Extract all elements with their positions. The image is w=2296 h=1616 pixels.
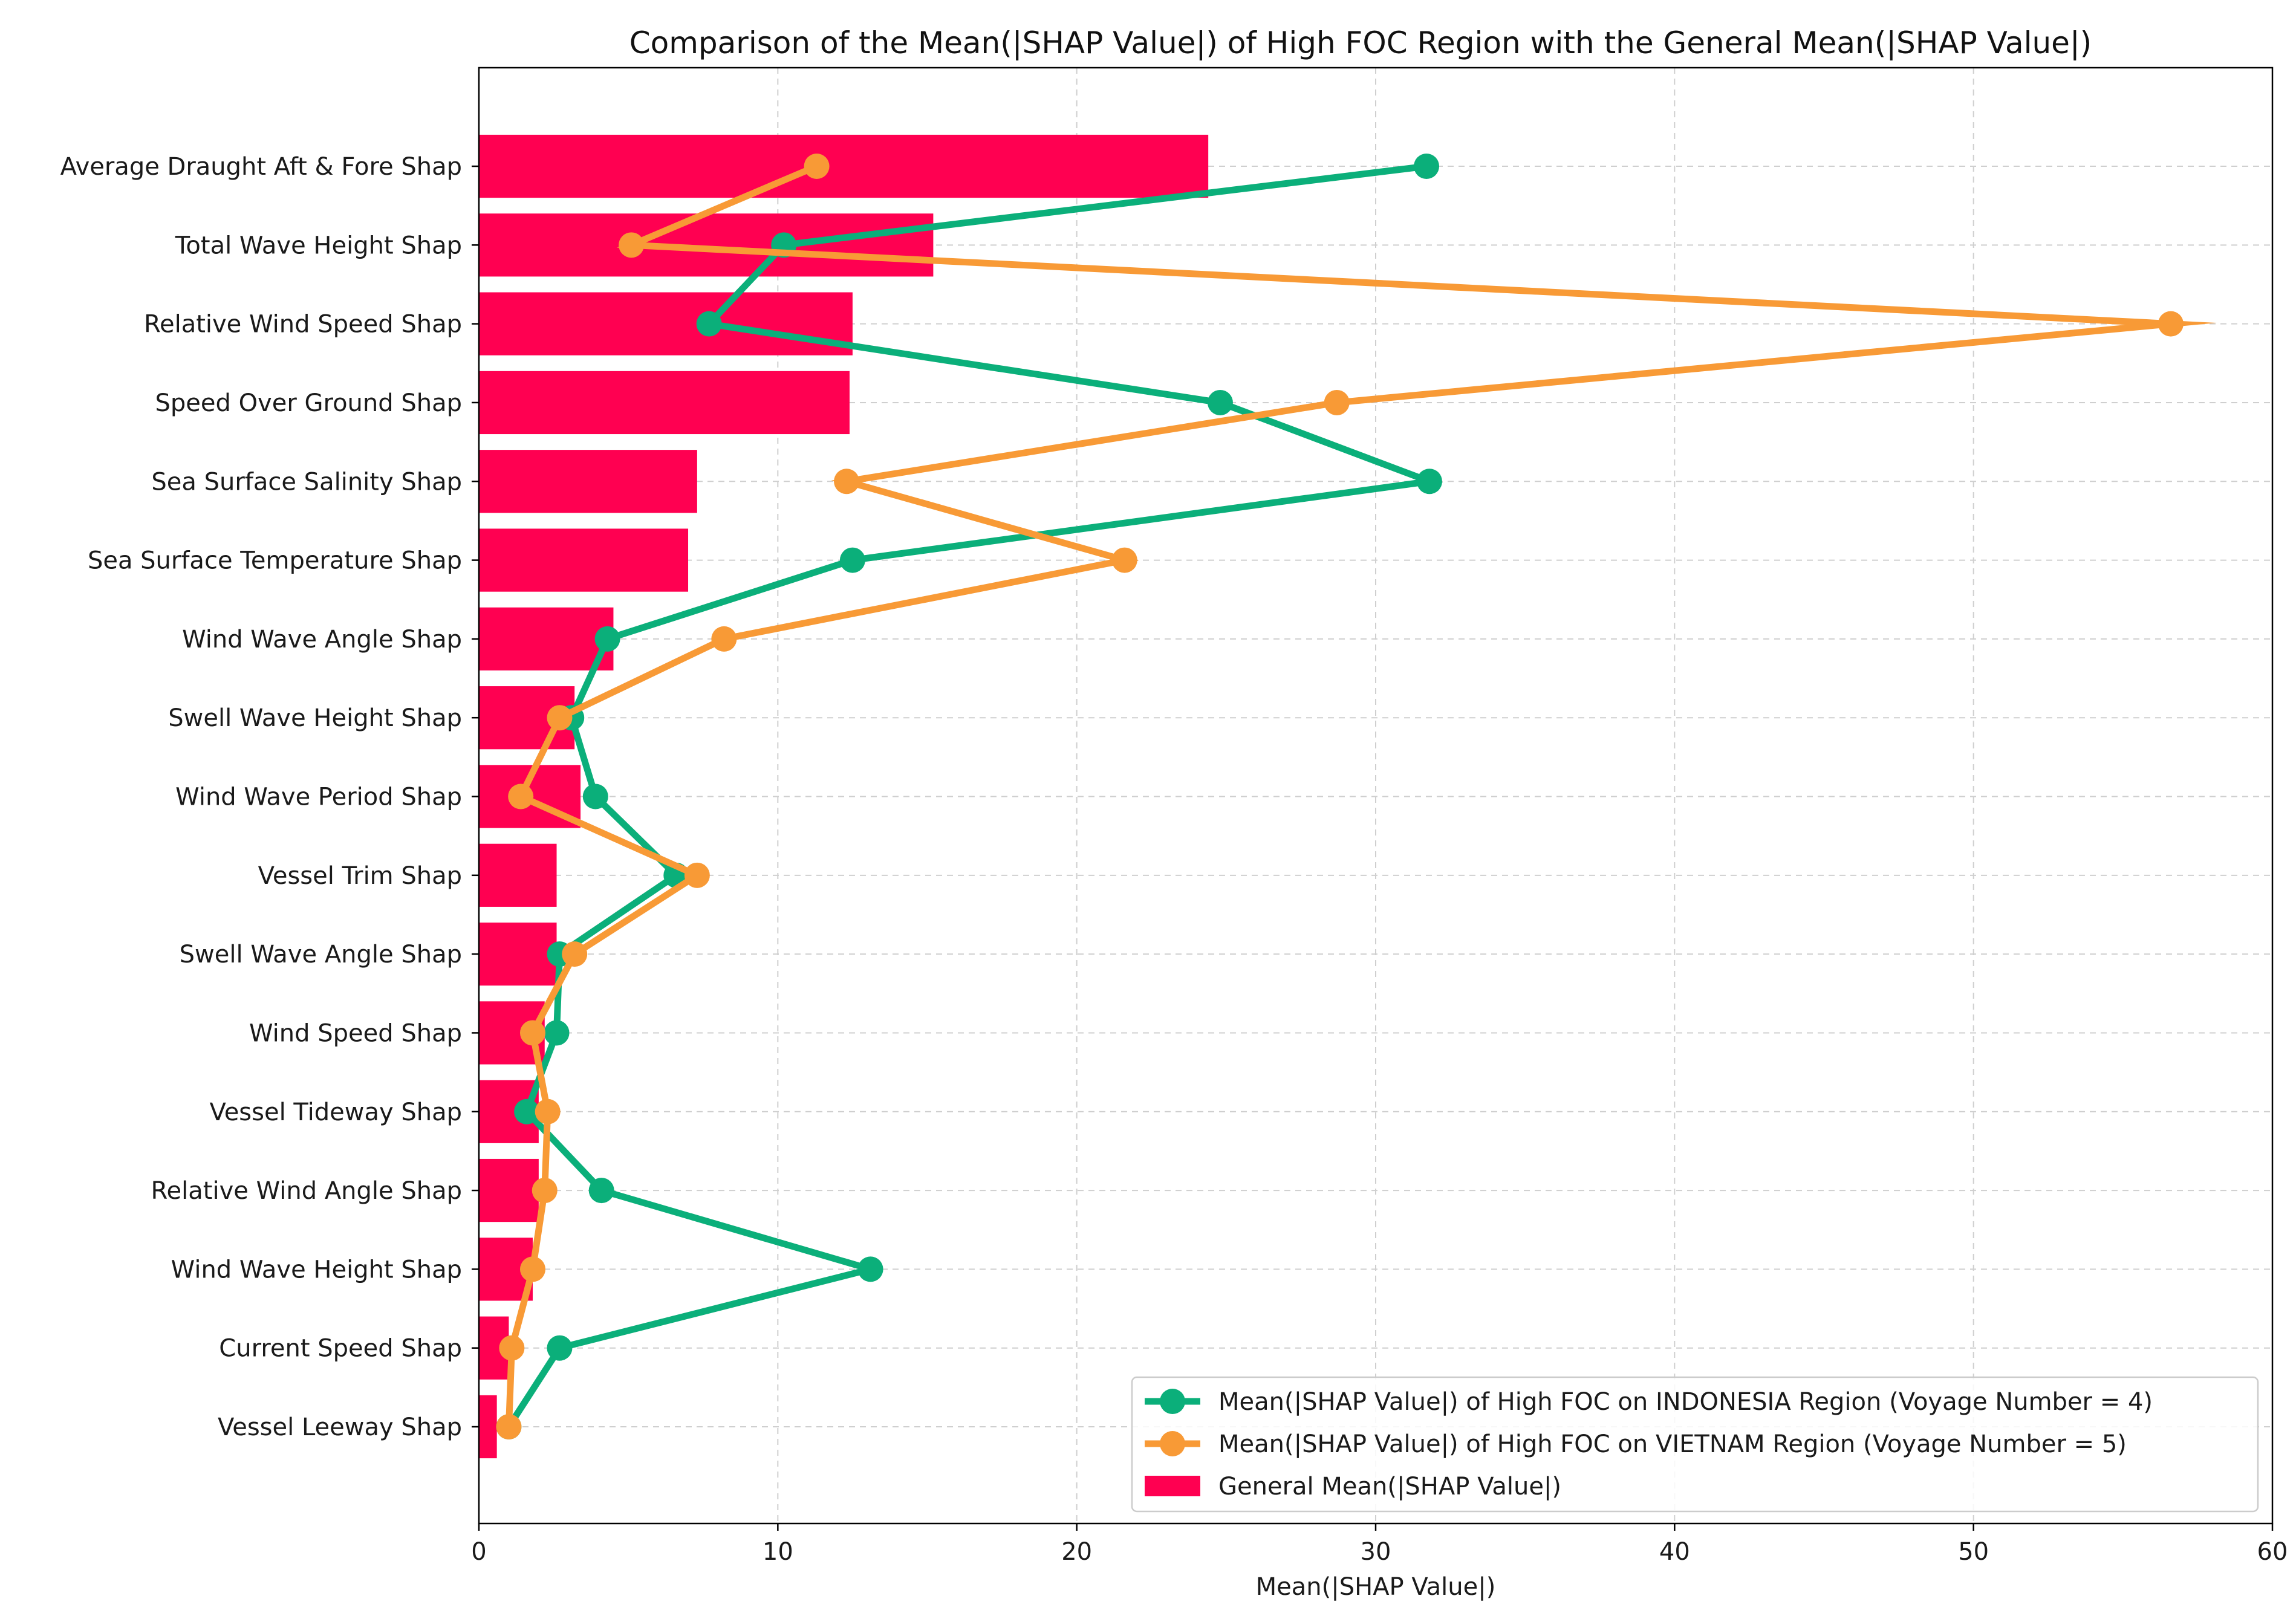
y-tick-label-16: Vessel Leeway Shap (218, 1413, 462, 1441)
series-0-point-5 (839, 547, 865, 573)
bar-9 (479, 843, 557, 907)
legend-box (1131, 1376, 2259, 1513)
y-tick-label-15: Current Speed Shap (219, 1335, 462, 1363)
y-tick-label-9: Vessel Trim Shap (258, 862, 462, 890)
y-tick-label-3: Speed Over Ground Shap (155, 389, 462, 417)
series-0-point-6 (594, 626, 620, 652)
bar-2 (479, 292, 853, 355)
legend-label-bar: General Mean(|SHAP Value|) (1218, 1473, 1561, 1501)
bar-0 (479, 134, 1209, 198)
legend-items: Mean(|SHAP Value|) of High FOC on INDONE… (1145, 1388, 2153, 1501)
y-tick-label-1: Total Wave Height Shap (175, 232, 462, 259)
y-tick-label-11: Wind Speed Shap (249, 1019, 462, 1047)
series-1-point-4 (834, 469, 860, 495)
series-0-point-8 (582, 784, 608, 810)
bar-6 (479, 607, 614, 670)
series-1-point-10 (562, 941, 588, 967)
x-tick-label-0: 0 (471, 1538, 486, 1566)
y-tick-label-8: Wind Wave Period Shap (175, 784, 462, 811)
y-axis-ticks: Average Draught Aft & Fore Shap Total Wav… (60, 153, 479, 1441)
series-0-point-14 (857, 1256, 883, 1282)
line-series-layer (496, 154, 2217, 1439)
bar-16 (479, 1395, 497, 1459)
y-tick-label-7: Swell Wave Height Shap (168, 704, 462, 732)
x-tick-label-1: 10 (763, 1538, 793, 1566)
series-0-point-11 (544, 1020, 570, 1046)
y-tick-label-14: Wind Wave Height Shap (171, 1256, 462, 1283)
bar-4 (479, 450, 697, 513)
y-tick-label-10: Swell Wave Angle Shap (180, 941, 462, 969)
series-0-point-12 (514, 1098, 540, 1124)
chart-title: Comparison of the Mean(|SHAP Value|) of … (629, 25, 2092, 60)
bar-5 (479, 528, 689, 592)
series-0-point-0 (1414, 154, 1440, 179)
series-0-point-3 (1207, 389, 1233, 415)
series-1-point-9 (684, 862, 710, 888)
series-0-point-4 (1416, 469, 1442, 495)
y-tick-label-4: Sea Surface Salinity Shap (151, 468, 462, 496)
series-1-point-13 (532, 1178, 558, 1204)
bar-13 (479, 1158, 539, 1222)
x-axis-ticks: 0 10 20 30 40 50 60 (471, 1524, 2288, 1566)
x-tick-label-6: 60 (2257, 1538, 2288, 1566)
series-1-point-8 (508, 784, 534, 810)
y-tick-label-12: Vessel Tideway Shap (209, 1098, 462, 1126)
series-1-point-7 (547, 705, 573, 731)
x-tick-label-2: 20 (1061, 1538, 1092, 1566)
series-1-point-11 (519, 1020, 545, 1046)
series-1-point-15 (499, 1335, 525, 1361)
line-series-1 (496, 154, 2217, 1439)
series-0-point-2 (696, 311, 722, 337)
series-1-point-2 (2158, 311, 2184, 337)
y-tick-label-2: Relative Wind Speed Shap (144, 311, 462, 339)
legend-bar-swatch (1145, 1476, 1200, 1496)
series-1-point-16 (496, 1414, 522, 1439)
x-tick-label-4: 40 (1659, 1538, 1690, 1566)
bar-series-general (479, 134, 1209, 1459)
series-1-point-14 (519, 1256, 545, 1282)
legend: Mean(|SHAP Value|) of High FOC on INDONE… (1131, 1376, 2259, 1513)
series-1-point-12 (535, 1098, 561, 1124)
y-tick-label-6: Wind Wave Angle Shap (182, 626, 462, 654)
series-1-point-3 (1324, 389, 1350, 415)
x-tick-label-5: 50 (1958, 1538, 1989, 1566)
bar-10 (479, 923, 557, 986)
series-0-point-13 (588, 1178, 614, 1204)
y-tick-label-0: Average Draught Aft & Fore Shap (60, 153, 462, 181)
bar-3 (479, 371, 850, 435)
x-tick-label-3: 30 (1361, 1538, 1391, 1566)
y-tick-label-13: Relative Wind Angle Shap (151, 1177, 462, 1205)
x-axis-label: Mean(|SHAP Value|) (1256, 1573, 1496, 1601)
series-1-point-1 (619, 232, 645, 258)
legend-marker-swatch-0 (1160, 1389, 1185, 1414)
series-0-point-15 (547, 1335, 573, 1361)
bar-1 (479, 213, 934, 277)
legend-marker-swatch-1 (1160, 1431, 1185, 1456)
legend-label-1: Mean(|SHAP Value|) of High FOC on VIETNA… (1218, 1430, 2127, 1458)
series-1-point-6 (711, 626, 737, 652)
legend-label-0: Mean(|SHAP Value|) of High FOC on INDONE… (1218, 1388, 2153, 1416)
series-1-point-0 (804, 154, 830, 179)
series-1-point-5 (1111, 547, 1137, 573)
y-tick-label-5: Sea Surface Temperature Shap (88, 547, 462, 575)
